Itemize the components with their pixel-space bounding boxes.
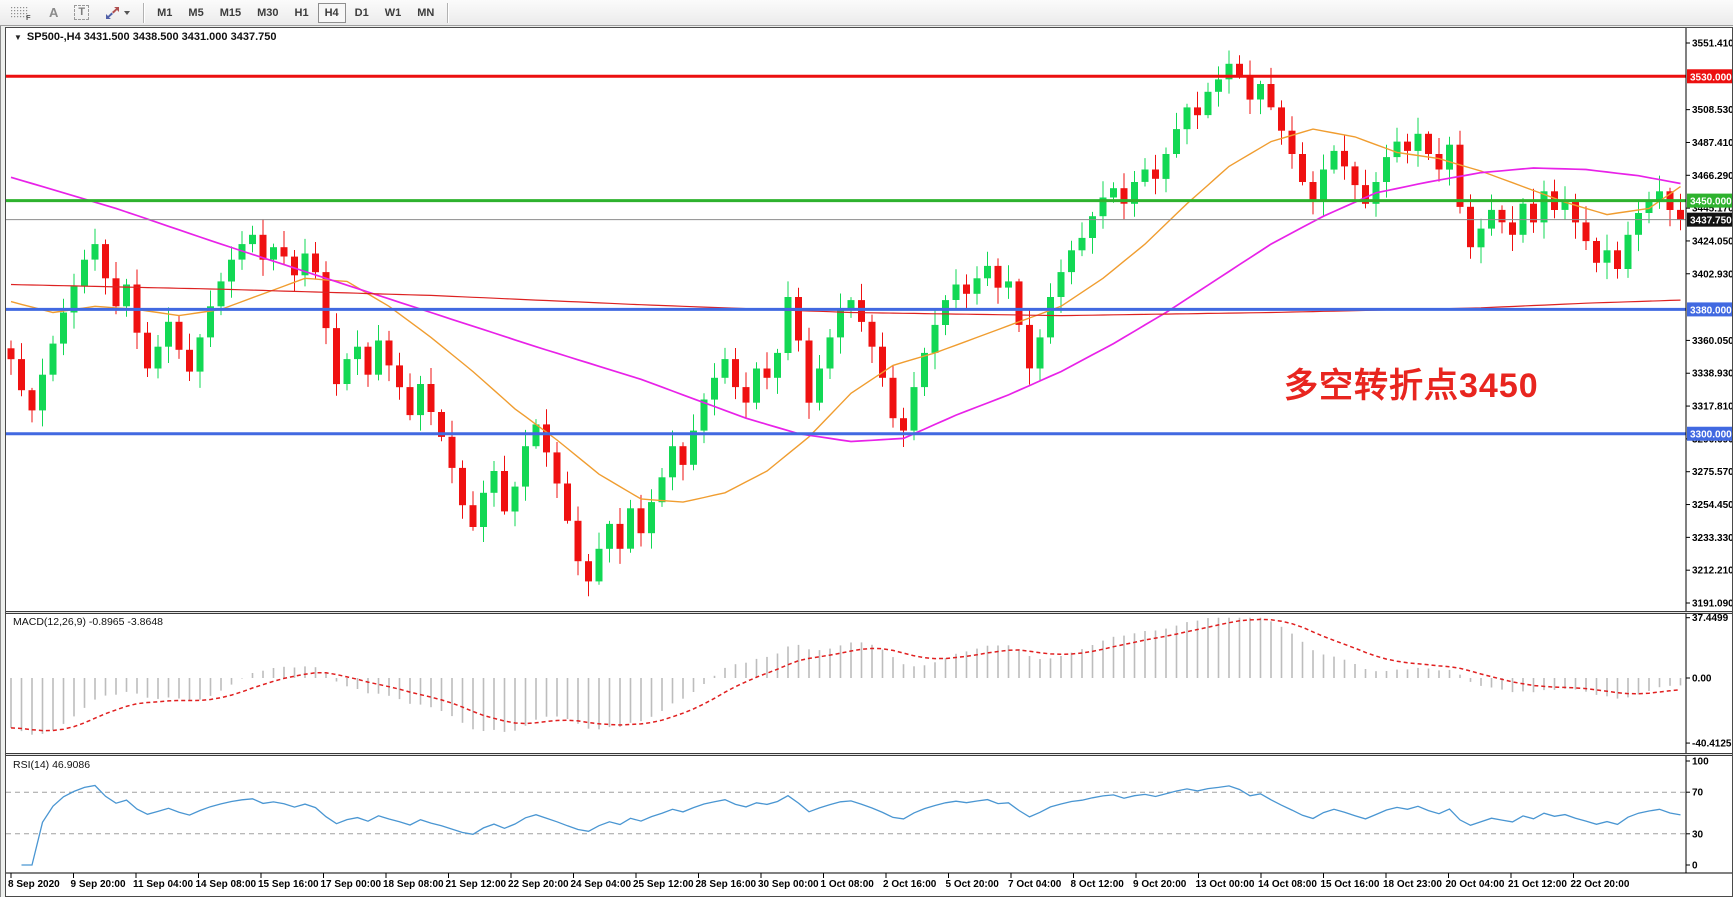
axis-tick-label: 3360.050 bbox=[1692, 336, 1732, 347]
axis-tick-label: 3233.330 bbox=[1692, 533, 1732, 544]
rsi-line bbox=[21, 784, 1681, 866]
date-label: 30 Sep 00:00 bbox=[758, 879, 819, 890]
axis-tick-label: 37.4499 bbox=[1692, 613, 1729, 624]
toolbar-separator bbox=[143, 2, 145, 23]
axis-tick-label: 3487.410 bbox=[1692, 138, 1732, 149]
timeframe-h1-button[interactable]: H1 bbox=[288, 3, 316, 23]
date-label: 15 Sep 16:00 bbox=[258, 879, 319, 890]
pane-splitter[interactable] bbox=[6, 611, 1732, 614]
rsi-label: RSI(14) 46.9086 bbox=[13, 759, 91, 771]
ma-medium-line bbox=[10, 167, 1681, 443]
macd-histogram bbox=[10, 617, 1682, 735]
axis-tick-label: 3212.210 bbox=[1692, 566, 1732, 577]
axis-tick-label: 3191.090 bbox=[1692, 599, 1732, 610]
date-label: 25 Sep 12:00 bbox=[633, 879, 694, 890]
timeframe-m30-button[interactable]: M30 bbox=[250, 3, 285, 23]
toolbar-separator bbox=[447, 2, 449, 23]
price-badge-3380.000: 3380.000 bbox=[1687, 302, 1732, 317]
date-label: 15 Oct 16:00 bbox=[1321, 879, 1380, 890]
timeframe-m5-button[interactable]: M5 bbox=[181, 3, 210, 23]
axis-tick-label: -40.4125 bbox=[1692, 739, 1732, 750]
candlestick-series bbox=[7, 50, 1684, 597]
svg-text:3380.000: 3380.000 bbox=[1690, 305, 1732, 316]
date-label: 21 Sep 12:00 bbox=[446, 879, 507, 890]
date-label: 20 Oct 04:00 bbox=[1446, 879, 1505, 890]
date-label: 11 Sep 04:00 bbox=[133, 879, 193, 890]
date-label: 28 Sep 16:00 bbox=[696, 879, 757, 890]
date-label: 8 Oct 12:00 bbox=[1071, 879, 1125, 890]
macd-label: MACD(12,26,9) -0.8965 -3.8648 bbox=[13, 616, 163, 628]
pane-splitter[interactable] bbox=[6, 753, 1732, 756]
axis-tick-label: 30 bbox=[1692, 829, 1704, 840]
date-label: 22 Sep 20:00 bbox=[508, 879, 569, 890]
text-label-tool-icon[interactable]: T bbox=[67, 3, 96, 23]
dropdown-caret-icon[interactable] bbox=[124, 10, 131, 15]
timeframe-d1-button[interactable]: D1 bbox=[348, 3, 376, 23]
date-label: 8 Sep 2020 bbox=[8, 879, 60, 890]
ma-slow-line bbox=[10, 283, 1681, 317]
axis-tick-label: 0.00 bbox=[1692, 674, 1712, 685]
collapse-triangle-icon[interactable]: ▼ bbox=[14, 32, 22, 42]
axis-tick-label: 3445.170 bbox=[1692, 204, 1732, 215]
axis-tick-label: 3317.810 bbox=[1692, 402, 1732, 413]
svg-text:F: F bbox=[26, 13, 31, 20]
axis-tick-label: 3508.530 bbox=[1692, 105, 1732, 116]
date-label: 5 Oct 20:00 bbox=[946, 879, 1000, 890]
date-label: 22 Oct 20:00 bbox=[1571, 879, 1630, 890]
axis-tick-label: 0 bbox=[1692, 861, 1698, 872]
chart-title-text: SP500-,H4 3431.500 3438.500 3431.000 343… bbox=[26, 31, 277, 43]
axis-tick-label: 3466.290 bbox=[1692, 171, 1732, 182]
timeframe-group: M1 M5 M15 M30 H1 H4 D1 W1 MN bbox=[149, 2, 442, 23]
date-label: 9 Sep 20:00 bbox=[71, 879, 126, 890]
svg-text:3437.750: 3437.750 bbox=[1690, 216, 1732, 227]
axis-tick-label: 3275.570 bbox=[1692, 467, 1732, 478]
date-label: 18 Oct 23:00 bbox=[1383, 879, 1442, 890]
axis-tick-label: 3551.410 bbox=[1692, 39, 1732, 50]
axis-tick-label: 70 bbox=[1692, 788, 1704, 799]
timeframe-m1-button[interactable]: M1 bbox=[150, 3, 179, 23]
axis-tick-label: 3424.050 bbox=[1692, 236, 1732, 247]
price-badge-3530.000: 3530.000 bbox=[1687, 69, 1732, 84]
date-label: 1 Oct 08:00 bbox=[821, 879, 875, 890]
date-label: 14 Sep 08:00 bbox=[196, 879, 257, 890]
date-label: 2 Oct 16:00 bbox=[883, 879, 937, 890]
ma-fast-line bbox=[10, 128, 1681, 503]
svg-text:3530.000: 3530.000 bbox=[1690, 72, 1732, 83]
date-label: 13 Oct 00:00 bbox=[1196, 879, 1255, 890]
date-axis-labels: 8 Sep 2020 9 Sep 20:00 11 Sep 04:00 14 Sep … bbox=[8, 873, 1630, 890]
date-label: 18 Sep 08:00 bbox=[383, 879, 444, 890]
timeframe-mn-button[interactable]: MN bbox=[410, 3, 441, 23]
date-label: 17 Sep 00:00 bbox=[321, 879, 382, 890]
axis-tick-label: 100 bbox=[1692, 757, 1709, 768]
date-label: 24 Sep 04:00 bbox=[571, 879, 632, 890]
axis-tick-label: 3254.450 bbox=[1692, 500, 1732, 511]
chart-canvas: 3551.410 3508.530 3487.410 3466.290 3445.170… bbox=[6, 28, 1732, 890]
price-annotation: 多空转折点3450 bbox=[1284, 367, 1539, 405]
date-label: 14 Oct 08:00 bbox=[1258, 879, 1317, 890]
window-left-edge bbox=[0, 0, 1, 897]
timeframe-w1-button[interactable]: W1 bbox=[378, 3, 409, 23]
font-tool-icon[interactable]: A bbox=[42, 3, 65, 23]
date-label: 7 Oct 04:00 bbox=[1008, 879, 1062, 890]
date-label: 9 Oct 20:00 bbox=[1133, 879, 1187, 890]
timeframe-m15-button[interactable]: M15 bbox=[213, 3, 248, 23]
axis-tick-label: 3338.930 bbox=[1692, 369, 1732, 380]
svg-text:3450.000: 3450.000 bbox=[1690, 197, 1732, 208]
chart-window: 3551.410 3508.530 3487.410 3466.290 3445.170… bbox=[5, 27, 1733, 897]
price-badge-3450.000: 3450.000 bbox=[1687, 193, 1732, 208]
chart-title: ▼ SP500-,H4 3431.500 3438.500 3431.000 3… bbox=[14, 31, 276, 43]
svg-text:3300.000: 3300.000 bbox=[1690, 430, 1732, 441]
price-badge-3437.750: 3437.750 bbox=[1687, 212, 1732, 227]
timeframe-h4-button[interactable]: H4 bbox=[317, 2, 346, 23]
axis-tick-label: 3402.930 bbox=[1692, 269, 1732, 280]
arrow-objects-icon[interactable] bbox=[98, 3, 137, 23]
macd-signal-line bbox=[10, 618, 1681, 732]
date-label: 21 Oct 12:00 bbox=[1508, 879, 1567, 890]
price-badge-3300.000: 3300.000 bbox=[1687, 426, 1732, 441]
chart-grid-f-icon[interactable]: F bbox=[4, 3, 40, 23]
